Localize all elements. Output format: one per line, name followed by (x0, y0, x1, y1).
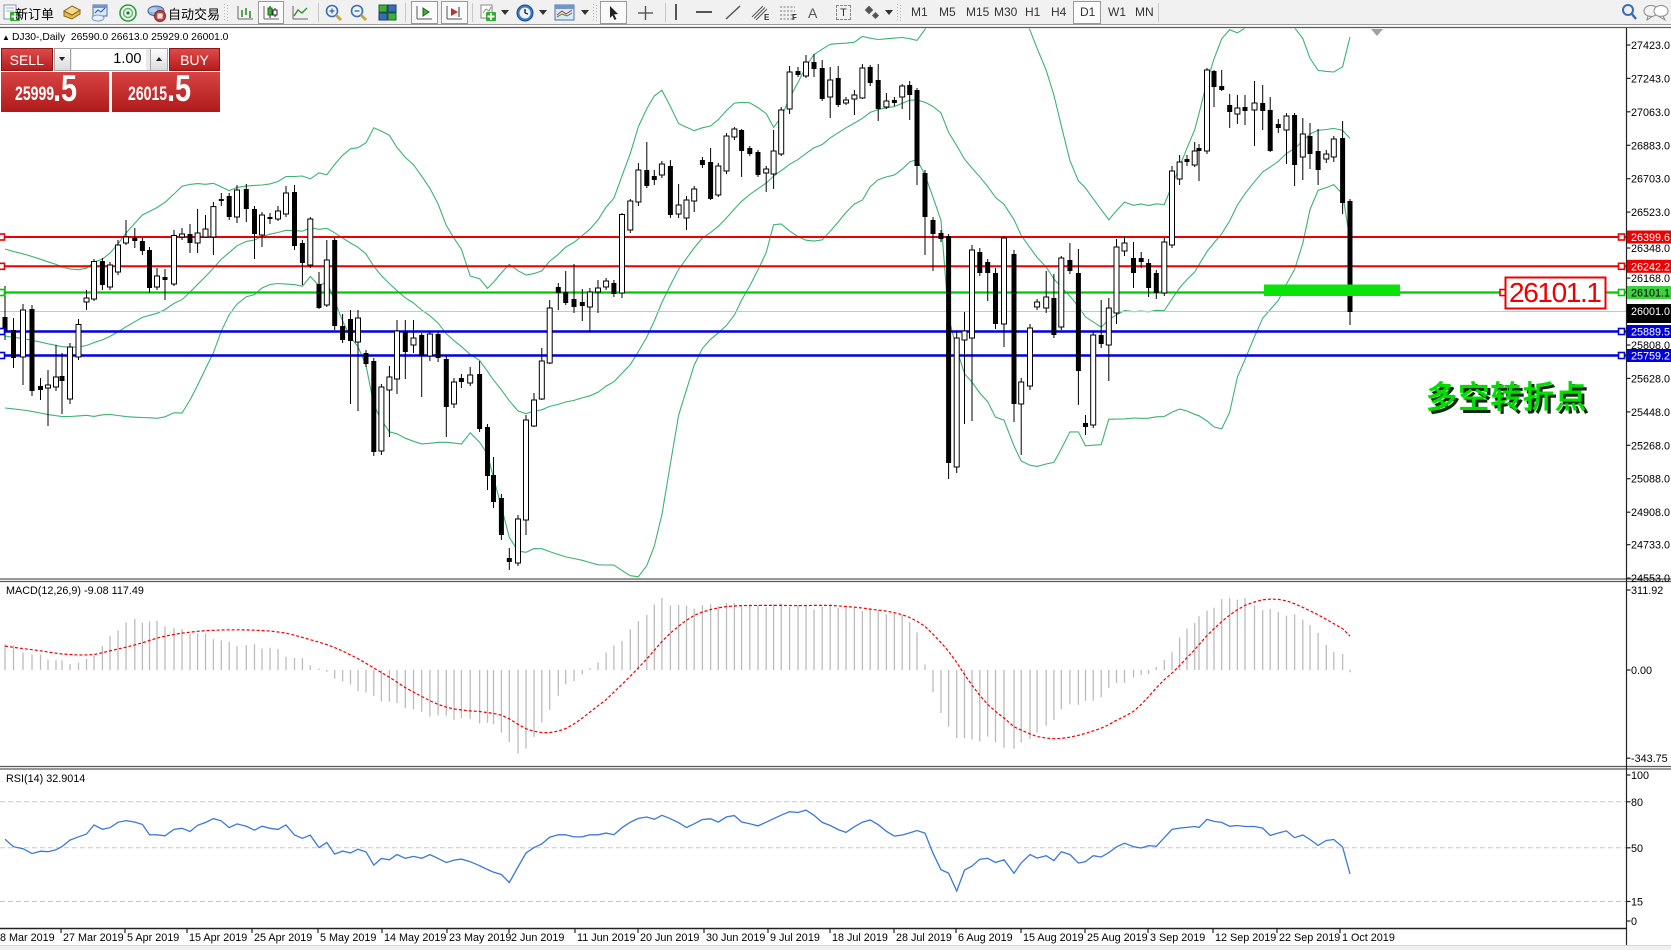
svg-text:28 Jul 2019: 28 Jul 2019 (896, 932, 952, 944)
svg-text:311.92: 311.92 (1631, 585, 1663, 597)
svg-text:25448.0: 25448.0 (1631, 407, 1670, 419)
svg-text:2 Jun 2019: 2 Jun 2019 (511, 932, 564, 944)
svg-text:25759.2: 25759.2 (1631, 351, 1670, 363)
svg-text:30 Jun 2019: 30 Jun 2019 (706, 932, 765, 944)
svg-text:0.00: 0.00 (1631, 665, 1652, 677)
svg-text:22 Sep 2019: 22 Sep 2019 (1279, 932, 1340, 944)
svg-text:50: 50 (1631, 843, 1643, 855)
svg-text:MACD(12,26,9) -9.08 117.49: MACD(12,26,9) -9.08 117.49 (6, 585, 144, 597)
svg-text:27063.0: 27063.0 (1631, 107, 1670, 119)
svg-text:12 Sep 2019: 12 Sep 2019 (1215, 932, 1276, 944)
svg-text:26168.0: 26168.0 (1631, 273, 1670, 285)
svg-text:-343.75: -343.75 (1631, 753, 1668, 765)
svg-text:1 Oct 2019: 1 Oct 2019 (1342, 932, 1395, 944)
svg-text:26703.0: 26703.0 (1631, 174, 1670, 186)
svg-text:26523.0: 26523.0 (1631, 207, 1670, 219)
svg-text:多空转折点: 多空转折点 (1426, 380, 1586, 415)
svg-text:24908.0: 24908.0 (1631, 507, 1670, 519)
svg-text:5 Apr 2019: 5 Apr 2019 (127, 932, 179, 944)
svg-text:26101.1: 26101.1 (1509, 277, 1602, 308)
svg-text:18 Jul 2019: 18 Jul 2019 (832, 932, 888, 944)
svg-text:0: 0 (1631, 916, 1637, 928)
svg-text:6 Aug 2019: 6 Aug 2019 (958, 932, 1013, 944)
svg-text:18 Mar 2019: 18 Mar 2019 (0, 932, 55, 944)
svg-text:25 Apr 2019: 25 Apr 2019 (254, 932, 312, 944)
svg-text:26101.1: 26101.1 (1631, 288, 1670, 300)
svg-text:15 Aug 2019: 15 Aug 2019 (1023, 932, 1084, 944)
svg-text:100: 100 (1631, 770, 1649, 782)
svg-text:25268.0: 25268.0 (1631, 440, 1670, 452)
svg-text:25 Aug 2019: 25 Aug 2019 (1087, 932, 1148, 944)
svg-text:RSI(14) 32.9014: RSI(14) 32.9014 (6, 773, 85, 785)
svg-text:9 Jul 2019: 9 Jul 2019 (770, 932, 820, 944)
svg-text:27243.0: 27243.0 (1631, 73, 1670, 85)
svg-text:27423.0: 27423.0 (1631, 40, 1670, 52)
svg-text:24553.0: 24553.0 (1631, 573, 1670, 585)
svg-text:14 May 2019: 14 May 2019 (384, 932, 446, 944)
svg-text:24733.0: 24733.0 (1631, 540, 1670, 552)
svg-text:5 May 2019: 5 May 2019 (320, 932, 376, 944)
svg-text:20 Jun 2019: 20 Jun 2019 (640, 932, 699, 944)
svg-text:25088.0: 25088.0 (1631, 474, 1670, 486)
svg-text:15 Apr 2019: 15 Apr 2019 (189, 932, 247, 944)
svg-text:27 Mar 2019: 27 Mar 2019 (63, 932, 124, 944)
svg-text:80: 80 (1631, 797, 1643, 809)
svg-text:26001.0: 26001.0 (1631, 306, 1670, 318)
svg-text:25628.0: 25628.0 (1631, 373, 1670, 385)
svg-text:25889.5: 25889.5 (1631, 327, 1670, 339)
svg-text:3 Sep 2019: 3 Sep 2019 (1150, 932, 1205, 944)
svg-text:11 Jun 2019: 11 Jun 2019 (577, 932, 636, 944)
svg-text:26883.0: 26883.0 (1631, 140, 1670, 152)
svg-text:15: 15 (1631, 897, 1643, 909)
svg-text:26348.0: 26348.0 (1631, 243, 1670, 255)
svg-text:26399.6: 26399.6 (1631, 232, 1670, 244)
svg-text:23 May 2019: 23 May 2019 (449, 932, 511, 944)
svg-text:26242.2: 26242.2 (1631, 261, 1670, 273)
